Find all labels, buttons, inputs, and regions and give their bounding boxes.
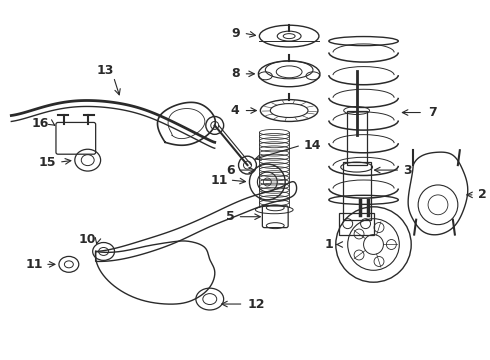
Text: 1: 1 (325, 238, 334, 251)
Text: 15: 15 (38, 156, 56, 168)
Text: 7: 7 (428, 106, 437, 119)
Bar (347, 111, 367, 165)
Text: 12: 12 (247, 297, 265, 311)
Text: 11: 11 (25, 258, 43, 271)
Text: 10: 10 (78, 233, 96, 246)
Text: 3: 3 (403, 163, 412, 176)
Text: 8: 8 (231, 67, 240, 80)
Text: 16: 16 (32, 117, 49, 130)
Text: 2: 2 (478, 188, 487, 201)
Text: 4: 4 (231, 104, 240, 117)
Text: 5: 5 (226, 210, 235, 223)
Text: 6: 6 (226, 163, 235, 176)
Bar (343, 162, 370, 220)
Text: 11: 11 (210, 174, 228, 186)
Text: 13: 13 (97, 64, 114, 77)
Text: 9: 9 (231, 27, 240, 40)
Text: 14: 14 (304, 139, 321, 152)
Bar (339, 213, 374, 235)
